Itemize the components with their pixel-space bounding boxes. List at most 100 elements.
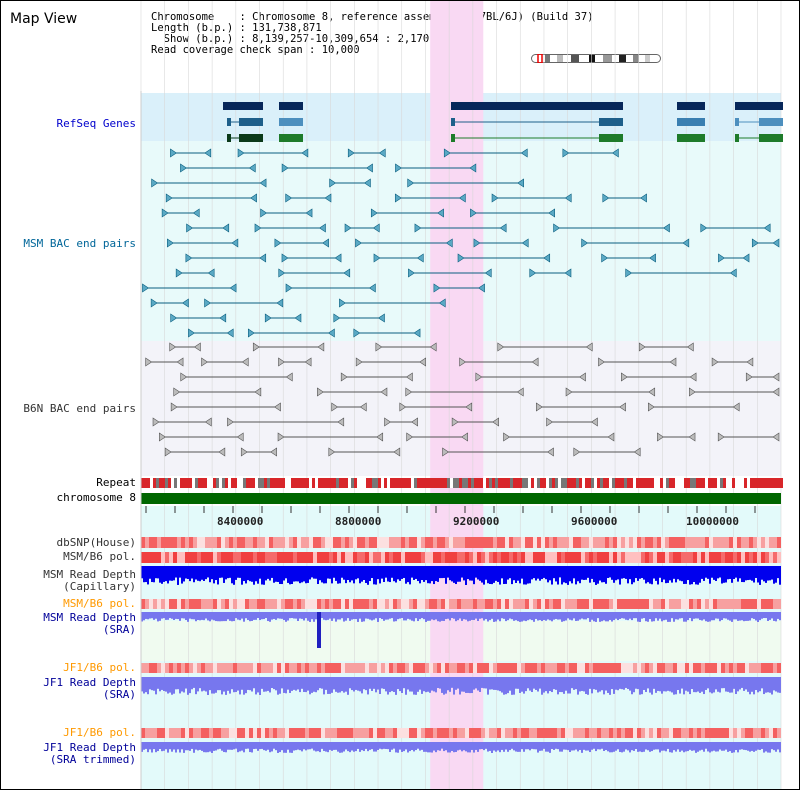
msm-depth-sra-bar [567, 612, 569, 619]
b6n-bac-pair-end [204, 417, 212, 427]
dbsnp-strip [745, 537, 749, 548]
msm-b6-pol-strip [353, 552, 357, 563]
chromosome-ideogram[interactable] [531, 54, 661, 63]
msm-bac-pair-end [521, 238, 529, 248]
jf1-b6-pol-strip [157, 663, 161, 673]
jf1-b6-pol-2-strip [653, 728, 657, 738]
msm-b6-pol-strip [713, 552, 717, 563]
msm-depth-capillary-bar [593, 566, 595, 583]
msm-depth-capillary-bar [575, 566, 577, 585]
b6n-bac-pair-end [689, 372, 697, 382]
repeat-segment [405, 478, 408, 488]
msm-b6-pol-strip [445, 552, 449, 563]
msm-depth-sra-bar [709, 612, 711, 622]
jf1-b6-pol-2-strip [753, 728, 757, 738]
jf1-b6-pol-strip [713, 663, 717, 673]
msm-depth-capillary-bar [559, 566, 561, 578]
msm-b6-pol-strip [237, 552, 241, 563]
msm-depth-capillary-bar [269, 566, 271, 581]
jf1-depth-sra-bar [373, 677, 375, 689]
jf1-depth-sra-bar [353, 677, 355, 692]
dbsnp-strip [401, 537, 405, 548]
jf1-depth-trimmed-bar [649, 742, 651, 752]
jf1-b6-pol-strip [513, 663, 517, 673]
msm-b6-pol-sra-strip [309, 599, 313, 609]
jf1-depth-trimmed-bar [253, 742, 255, 749]
msm-bac-pair-end [248, 163, 256, 173]
jf1-b6-pol-2-strip [409, 728, 413, 738]
msm-b6-pol-sra-strip [181, 599, 185, 609]
jf1-depth-trimmed-bar [629, 742, 631, 753]
jf1-b6-pol-strip [377, 663, 381, 673]
msm-b6-pol-sra-strip [261, 599, 265, 609]
jf1-depth-trimmed-bar [389, 742, 391, 752]
msm-depth-capillary-bar [555, 566, 557, 582]
msm-depth-capillary-bar [239, 566, 241, 578]
gene-exon [759, 134, 783, 142]
jf1-depth-sra-bar [301, 677, 303, 689]
msm-depth-sra-bar [675, 612, 677, 620]
dbsnp-strip [201, 537, 205, 548]
jf1-depth-trimmed-bar [307, 742, 309, 750]
repeat-segment [696, 478, 699, 488]
msm-b6-pol-sra-strip [413, 599, 417, 609]
msm-b6-pol-strip [333, 552, 337, 563]
jf1-depth-trimmed-bar [245, 742, 247, 749]
jf1-depth-sra-bar [325, 677, 327, 690]
msm-depth-capillary-bar [463, 566, 465, 581]
jf1-depth-trimmed-bar [229, 742, 231, 750]
jf1-depth-trimmed-bar [233, 742, 235, 750]
msm-depth-sra-bar [427, 612, 429, 621]
jf1-depth-sra-bar [743, 677, 745, 691]
msm-depth-capillary-bar [309, 566, 311, 580]
msm-depth-sra-bar [189, 612, 191, 619]
msm-depth-sra-bar [653, 612, 655, 622]
dbsnp-strip [597, 537, 601, 548]
msm-bac-pair-end [729, 268, 737, 278]
jf1-b6-pol-strip [197, 663, 201, 673]
jf1-depth-sra-bar [425, 677, 427, 693]
jf1-depth-trimmed-bar [175, 742, 177, 753]
msm-b6-pol-sra-strip [477, 599, 481, 609]
msm-b6-pol-strip [653, 552, 657, 563]
msm-b6-pol-strip [461, 552, 465, 563]
msm-depth-capillary-bar [425, 566, 427, 581]
msm-bac-pair-end [581, 238, 589, 248]
jf1-b6-pol-2-strip [725, 728, 729, 738]
msm-b6-pol-strip [537, 552, 541, 563]
msm-depth-sra-bar [513, 612, 515, 621]
b6n-bac-pair-end [732, 402, 740, 412]
msm-b6-pol-strip [717, 552, 721, 563]
msm-b6-pol-sra-strip [549, 599, 553, 609]
repeat-segment [270, 478, 273, 488]
msm-depth-capillary-bar [209, 566, 211, 583]
repeat-segment [513, 478, 516, 488]
msm-depth-sra-bar [735, 612, 737, 620]
msm-depth-capillary-bar [737, 566, 739, 582]
msm-depth-sra-bar [487, 612, 489, 622]
msm-depth-capillary-bar [219, 566, 221, 578]
msm-b6-pol-strip [325, 552, 329, 563]
msm-b6-pol-strip [209, 552, 213, 563]
msm-depth-capillary-bar [531, 566, 533, 580]
jf1-b6-pol-strip [405, 663, 409, 673]
dbsnp-strip [229, 537, 233, 548]
msm-depth-sra-bar [239, 612, 241, 621]
jf1-b6-pol-strip [553, 663, 557, 673]
dbsnp-strip [337, 537, 341, 548]
jf1-depth-trimmed-bar [625, 742, 627, 750]
jf1-depth-sra-bar [759, 677, 761, 692]
dbsnp-strip [577, 537, 581, 548]
msm-depth-capillary-bar [501, 566, 503, 579]
dbsnp-strip [665, 537, 669, 548]
dbsnp-strip [297, 537, 301, 548]
repeat-segment [243, 478, 246, 488]
jf1-b6-pol-2-strip [509, 728, 513, 738]
msm-depth-sra-bar [261, 612, 263, 620]
jf1-b6-pol-strip [165, 663, 169, 673]
repeat-segment [237, 478, 240, 488]
jf1-depth-sra-bar [533, 677, 535, 689]
msm-depth-capillary-bar [345, 566, 347, 584]
msm-depth-sra-bar [689, 612, 691, 619]
